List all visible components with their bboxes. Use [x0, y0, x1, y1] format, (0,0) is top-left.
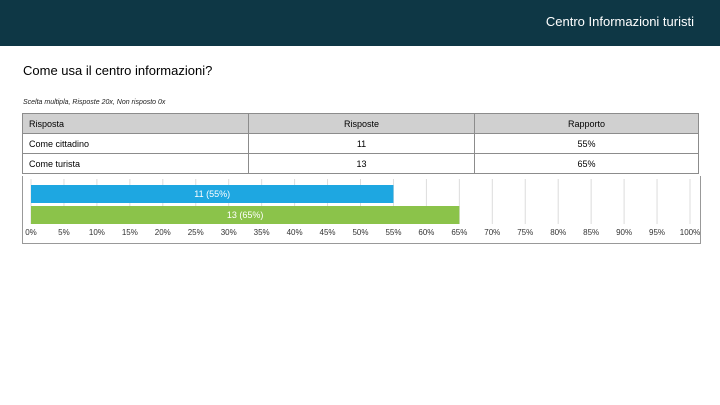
data-label: 11 (55%) — [194, 189, 230, 199]
table-cell: Come cittadino — [22, 133, 249, 154]
table-cell: 65% — [474, 153, 699, 174]
tick-label: 25% — [188, 228, 204, 237]
table-header-row: Risposta Risposte Rapporto — [22, 113, 699, 134]
tick-label: 60% — [418, 228, 434, 237]
tick-label: 10% — [89, 228, 105, 237]
bar — [31, 185, 394, 203]
table-cell: 13 — [248, 153, 475, 174]
tick-label: 100% — [680, 228, 700, 237]
column-header-risposte: Risposte — [248, 113, 475, 134]
header-bar: Centro Informazioni turisti — [0, 0, 720, 46]
column-header-rapporto: Rapporto — [474, 113, 699, 134]
tick-label: 65% — [451, 228, 467, 237]
tick-label: 55% — [385, 228, 401, 237]
bar-chart-svg: 0% 5% 10% 15% 20% 25% 30% 35% 40% 45% 50% 55% 60% 65%… — [25, 179, 700, 237]
question-meta: Scelta multipla, Risposte 20x, Non rispo… — [23, 99, 166, 106]
table-row: Come cittadino 11 55% — [22, 133, 699, 154]
header-title: Centro Informazioni turisti — [545, 14, 694, 29]
table-cell: Come turista — [22, 153, 249, 174]
column-header-risposta: Risposta — [22, 113, 249, 134]
tick-label: 5% — [58, 228, 70, 237]
tick-label: 30% — [221, 228, 237, 237]
tick-label: 20% — [155, 228, 171, 237]
tick-label: 35% — [254, 228, 270, 237]
table-row: Come turista 13 65% — [22, 153, 699, 174]
results-table: Risposta Risposte Rapporto Come cittadin… — [22, 113, 699, 174]
tick-label: 85% — [583, 228, 599, 237]
tick-label: 45% — [320, 228, 336, 237]
tick-label: 15% — [122, 228, 138, 237]
bar — [31, 206, 460, 224]
tick-label: 70% — [484, 228, 500, 237]
tick-label: 40% — [287, 228, 303, 237]
table-cell: 11 — [248, 133, 475, 154]
tick-label: 80% — [550, 228, 566, 237]
tick-label: 75% — [517, 228, 533, 237]
tick-label: 95% — [649, 228, 665, 237]
tick-label: 90% — [616, 228, 632, 237]
tick-label: 0% — [25, 228, 37, 237]
tick-label: 50% — [352, 228, 368, 237]
question-title: Come usa il centro informazioni? — [23, 63, 213, 78]
table-cell: 55% — [474, 133, 699, 154]
data-label: 13 (65%) — [227, 210, 264, 220]
bar-chart: 0% 5% 10% 15% 20% 25% 30% 35% 40% 45% 50% 55% 60% 65%… — [22, 176, 701, 244]
